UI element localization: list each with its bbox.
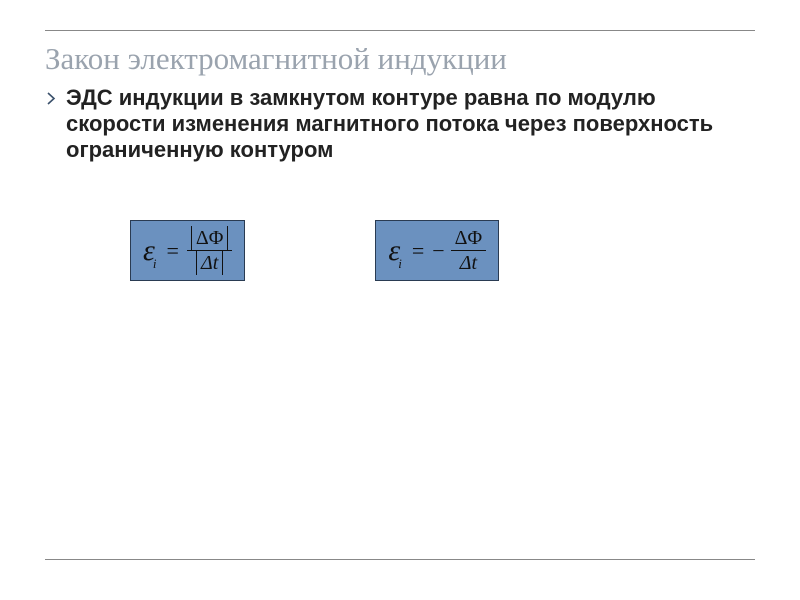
chevron-right-icon [45,92,58,105]
delta-phi: ΔΦ [196,227,223,249]
top-divider [45,30,755,31]
fraction: ΔΦ Δt [187,227,232,274]
fraction: ΔΦ Δt [451,227,486,274]
formula-row: εi = ΔΦ Δt εi = − ΔΦ [0,220,800,281]
abs-wrap: ΔΦ [191,227,228,249]
bottom-divider [45,559,755,560]
abs-wrap: Δt [196,252,223,274]
formula-box-abs: εi = ΔΦ Δt [130,220,245,281]
bullet-text: ЭДС индукции в замкнутом контуре равна п… [66,85,755,164]
formula-box-signed: εi = − ΔΦ Δt [375,220,499,281]
slide-title: Закон электромагнитной индукции [45,41,755,77]
slide: Закон электромагнитной индукции ЭДС инду… [0,0,800,600]
numerator: ΔΦ [187,227,232,249]
emf-symbol: εi [388,234,403,268]
delta-phi: ΔΦ [455,227,482,249]
numerator: ΔΦ [451,227,486,249]
fraction-bar [451,250,486,251]
delta-t: Δt [460,252,477,274]
equals-sign: = [410,238,426,264]
emf-symbol: εi [143,234,158,268]
emf-subscript: i [153,256,157,271]
delta-t: Δt [201,252,218,274]
equals-sign: = [164,238,180,264]
fraction-bar [187,250,232,251]
bullet-item: ЭДС индукции в замкнутом контуре равна п… [45,85,755,164]
denominator: Δt [192,252,227,274]
denominator: Δt [456,252,481,274]
minus-sign: − [432,238,444,264]
emf-subscript: i [398,256,402,271]
